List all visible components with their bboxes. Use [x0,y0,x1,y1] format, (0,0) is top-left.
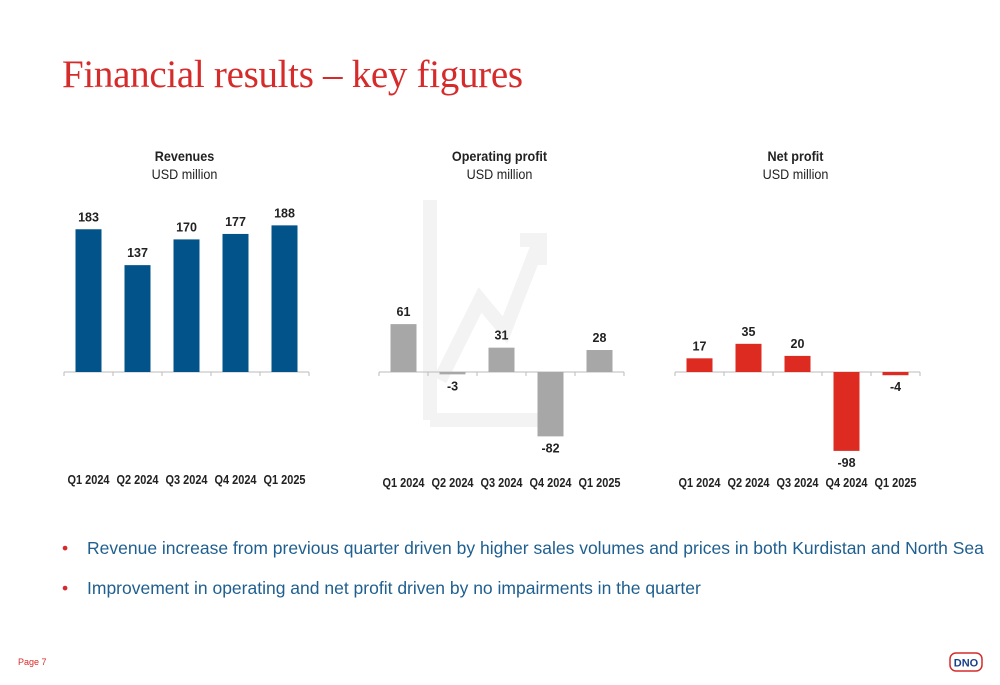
chart-subtitle: USD million [151,166,218,182]
category-label: Q1 2025 [875,476,917,490]
bullet-marker: • [62,578,69,598]
data-label: 35 [742,325,756,339]
bar [439,372,466,375]
chart-title: Operating profit [451,148,548,164]
net-profit-chart: Net profit USD million 17 Q1 2024 35 Q2 202… [673,148,921,493]
bar [488,347,515,372]
data-label: 31 [495,329,509,343]
revenues-plot: 183 Q1 2024 137 Q2 2024 170 Q3 2024 177 Q4 2024… [63,206,310,487]
chart-title: Revenues [154,148,215,164]
operating-profit-plot: 61 Q1 2024 -3 Q2 2024 31 Q3 2024 -82 Q4 2024 28 Q… [378,305,625,490]
bar [735,343,762,372]
bar [390,324,417,372]
data-label: 177 [225,215,246,229]
category-label: Q3 2024 [481,476,523,490]
operating-profit-chart: Operating profit USD million 61 Q1 2024 -3… [377,148,625,493]
category-label: Q3 2024 [777,476,819,490]
data-label: 183 [78,210,99,224]
bar [833,372,860,451]
watermark-arrow-icon [423,200,550,427]
bar [537,372,564,437]
bullet-list: • Revenue increase from previous quarter… [62,538,984,618]
chart-title: Net profit [767,148,824,164]
bullet-marker: • [62,538,69,558]
data-label: -82 [541,441,559,455]
bullet-item: • Improvement in operating and net profi… [62,578,984,618]
category-label: Q2 2024 [117,473,159,487]
bar [173,239,200,372]
category-label: Q4 2024 [530,476,572,490]
data-label: -3 [447,379,458,393]
category-label: Q2 2024 [432,476,474,490]
net-profit-plot: 17 Q1 2024 35 Q2 2024 20 Q3 2024 -98 Q4 2024 -4 Q… [674,325,921,490]
data-label: 188 [274,206,295,220]
data-label: 170 [176,220,197,234]
bullet-text: Improvement in operating and net profit … [87,578,701,598]
bar [222,233,249,372]
category-label: Q4 2024 [826,476,868,490]
chart-subtitle: USD million [762,166,829,182]
category-label: Q3 2024 [166,473,208,487]
data-label: 137 [127,246,148,260]
page-title: Financial results – key figures [62,53,523,96]
category-label: Q1 2024 [383,476,425,490]
bar [686,358,713,372]
data-label: 28 [593,331,607,345]
category-label: Q1 2024 [679,476,721,490]
bar [882,372,909,376]
bullet-item: • Revenue increase from previous quarter… [62,538,984,578]
dno-logo: DNO [949,652,983,672]
category-label: Q1 2025 [264,473,306,487]
category-label: Q4 2024 [215,473,257,487]
bar [586,350,613,372]
bullet-text: Revenue increase from previous quarter d… [87,538,984,558]
data-label: -98 [837,456,855,470]
svg-text:DNO: DNO [954,658,979,670]
data-label: 20 [791,337,805,351]
bar [784,355,811,372]
page-number: Page 7 [18,657,47,667]
data-label: -4 [890,380,901,394]
data-label: 17 [693,339,707,353]
category-label: Q1 2024 [68,473,110,487]
revenues-chart: Revenues USD million 183 Q1 2024 137 Q2 202… [62,148,310,493]
data-label: 61 [397,305,411,319]
category-label: Q2 2024 [728,476,770,490]
bar [271,225,298,372]
chart-subtitle: USD million [466,166,533,182]
category-label: Q1 2025 [579,476,621,490]
bar [124,265,151,372]
bar [75,229,102,372]
